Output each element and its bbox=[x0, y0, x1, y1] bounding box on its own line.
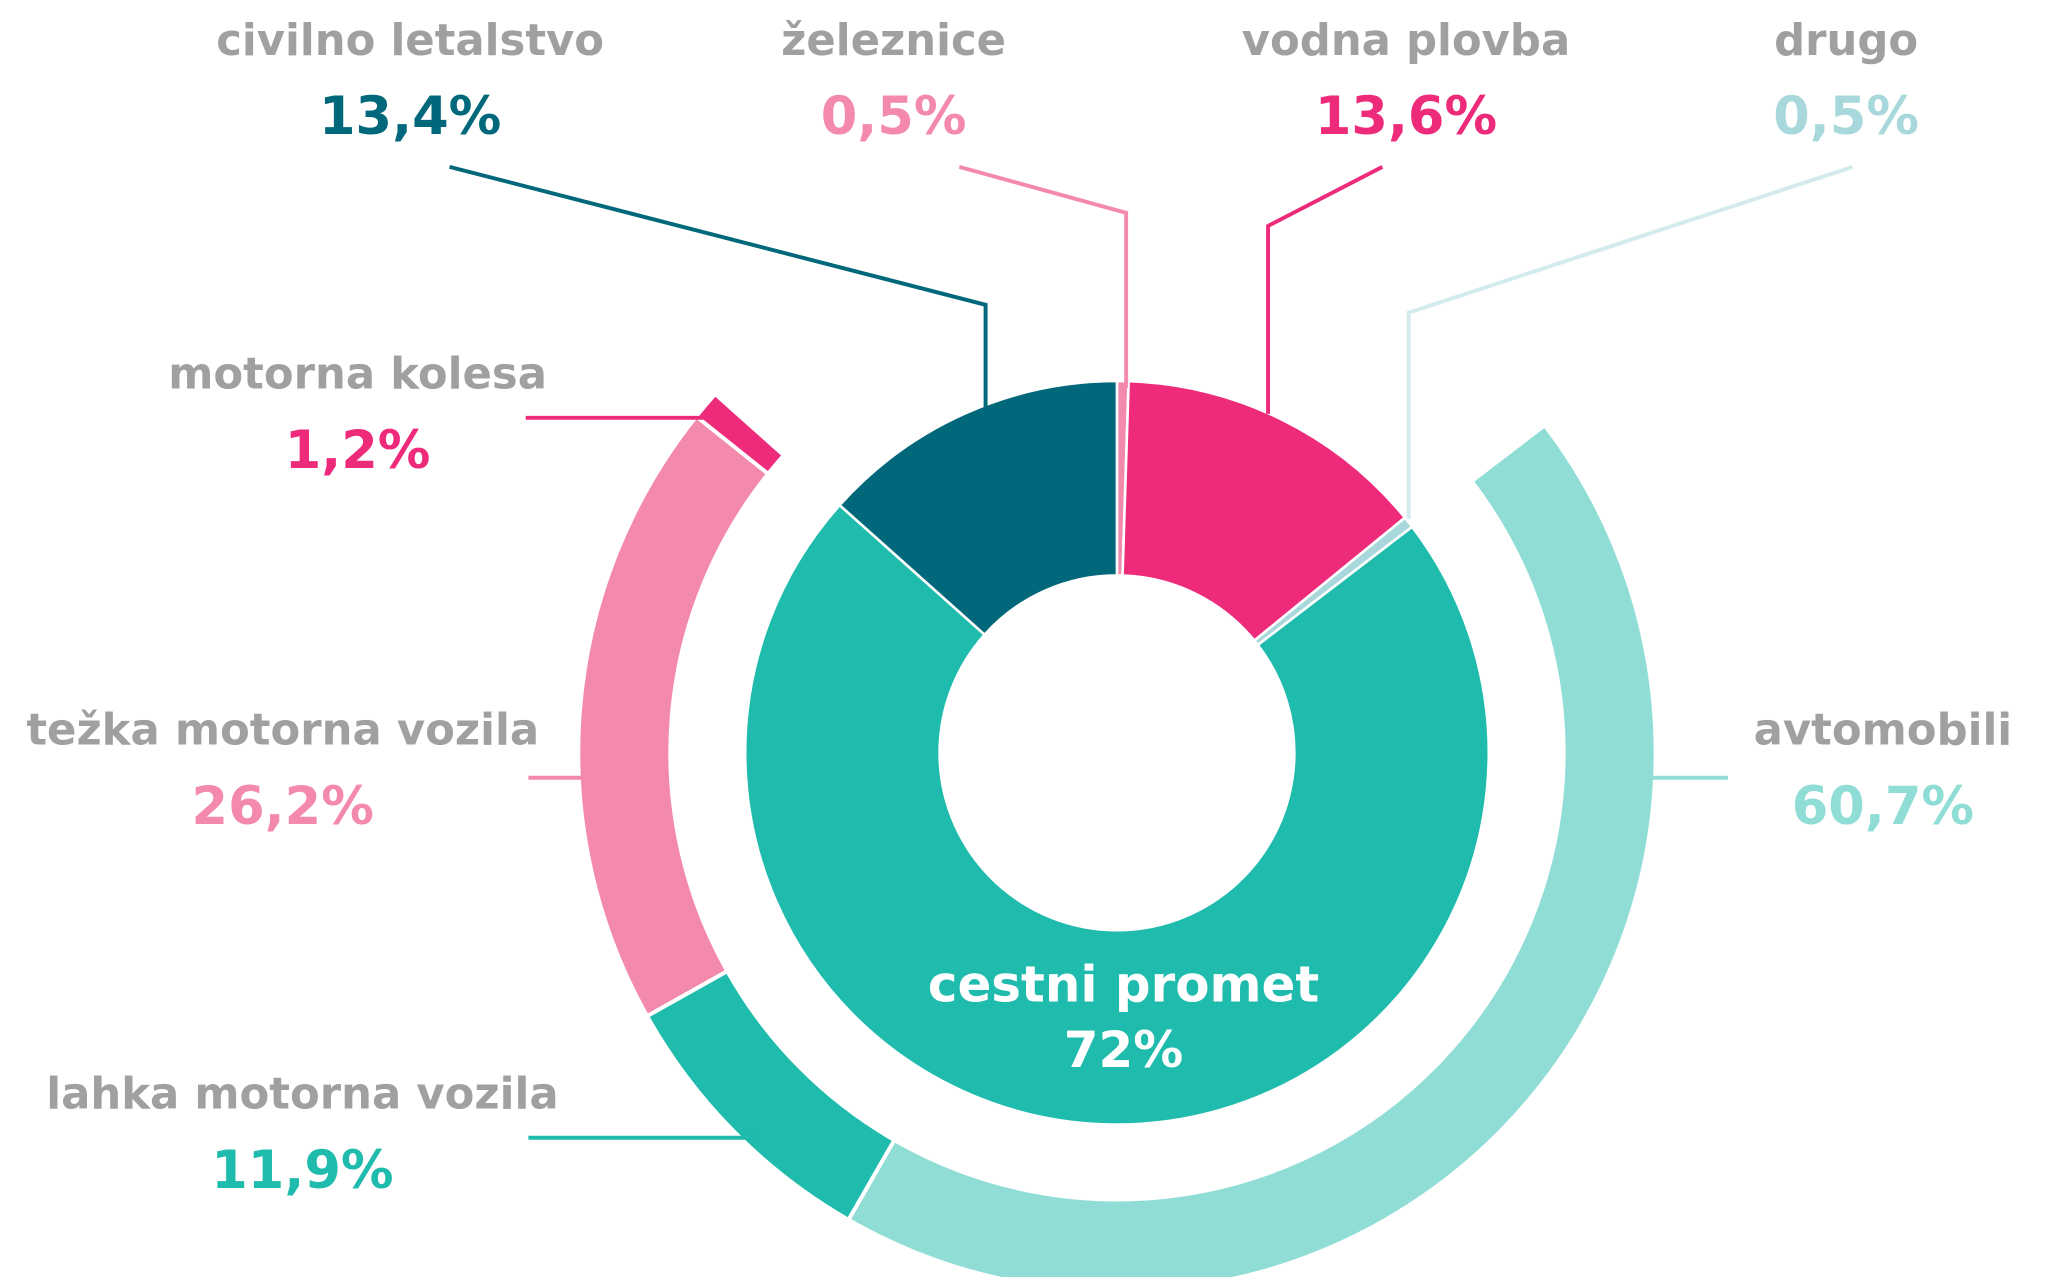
segment bbox=[576, 413, 771, 1019]
value-label: 11,9% bbox=[211, 1140, 393, 1201]
category-label: vodna plovba bbox=[1242, 16, 1570, 66]
leader-line bbox=[958, 164, 1129, 388]
category-label: drugo bbox=[1774, 16, 1918, 66]
value-label: 60,7% bbox=[1792, 776, 1974, 837]
category-label: motorna kolesa bbox=[168, 350, 547, 400]
category-label: civilno letalstvo bbox=[216, 16, 604, 66]
category-label: cestni promet bbox=[928, 955, 1319, 1013]
value-label: 0,5% bbox=[1773, 86, 1919, 147]
segment bbox=[743, 503, 1491, 1126]
leader-line bbox=[1406, 164, 1854, 519]
category-label: težka motorna vozila bbox=[26, 706, 539, 756]
value-label: 72% bbox=[1064, 1021, 1183, 1079]
value-label: 0,5% bbox=[821, 86, 967, 147]
category-label: železnice bbox=[781, 16, 1006, 66]
value-label: 13,6% bbox=[1315, 86, 1497, 147]
category-label: lahka motorna vozila bbox=[46, 1070, 558, 1120]
value-label: 13,4% bbox=[319, 86, 501, 147]
leader-line bbox=[1266, 165, 1384, 414]
value-label: 1,2% bbox=[285, 420, 431, 481]
value-label: 26,2% bbox=[192, 776, 374, 837]
category-label: avtomobili bbox=[1754, 706, 2013, 756]
segment bbox=[1121, 379, 1407, 643]
segment bbox=[693, 391, 787, 477]
segment bbox=[845, 422, 1658, 1277]
segment bbox=[837, 379, 1119, 637]
leader-line bbox=[449, 164, 988, 408]
